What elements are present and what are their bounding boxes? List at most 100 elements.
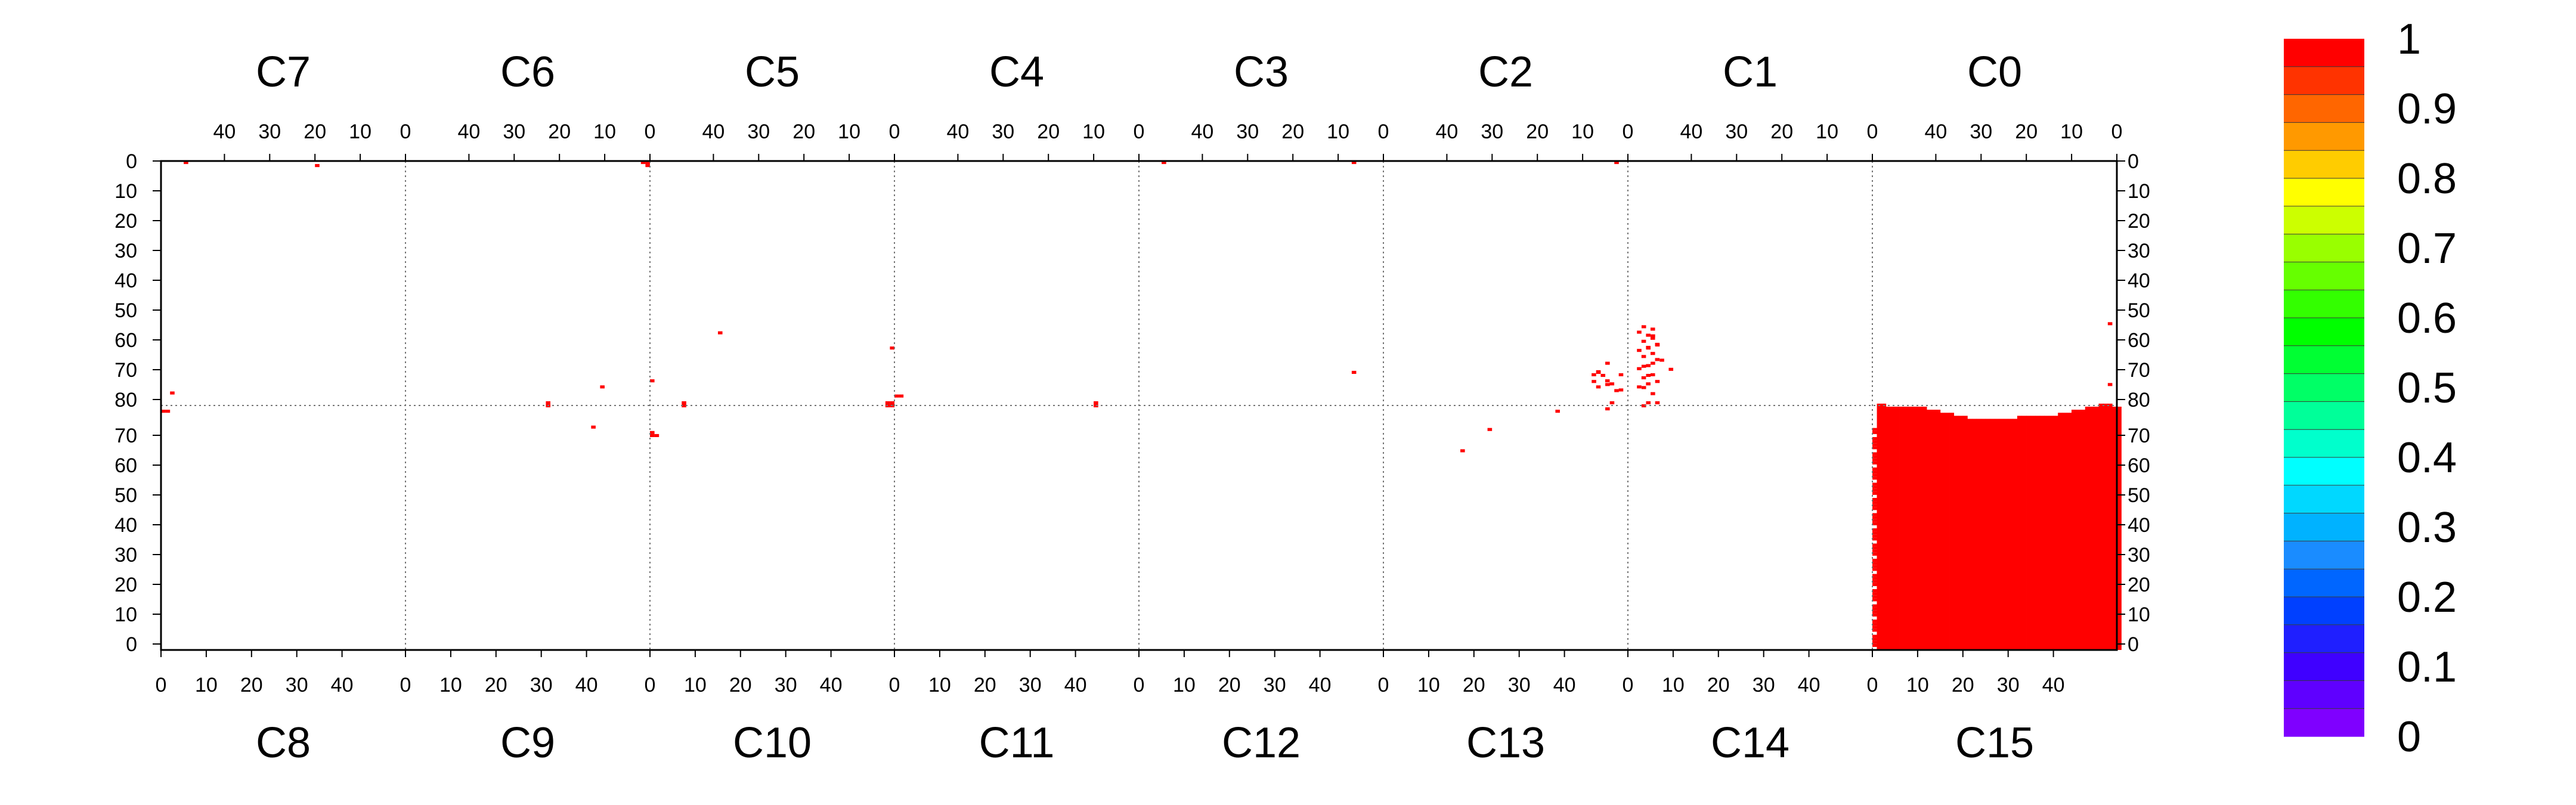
colorbar-segment <box>2284 122 2364 151</box>
top-x-tick-label: 20 <box>304 120 326 143</box>
block-column <box>1922 407 1927 650</box>
block-edge-cell <box>1877 604 1882 608</box>
bottom-x-tick-label: 20 <box>1707 674 1730 696</box>
top-x-tick-label: 30 <box>1970 120 1992 143</box>
bottom-x-tick-label: 30 <box>775 674 797 696</box>
block-column <box>1994 419 1999 650</box>
heat-cell <box>1650 327 1655 331</box>
block-column <box>2076 410 2081 650</box>
block-column <box>2035 416 2041 650</box>
heat-cell <box>1646 374 1651 377</box>
colorbar-tick-label: 0.6 <box>2397 295 2457 342</box>
heat-cell <box>650 434 655 437</box>
bottom-sector-label: C14 <box>1711 719 1789 767</box>
left-y-tick-label: 70 <box>114 359 137 382</box>
bottom-x-tick-label: 10 <box>439 674 462 696</box>
block-column <box>1940 413 1945 650</box>
block-edge-cell <box>1872 519 1877 522</box>
block-column <box>1953 416 1959 650</box>
block-column <box>2098 403 2104 650</box>
block-edge-cell <box>1877 631 1882 635</box>
block-edge-cell <box>1877 494 1882 498</box>
block-edge-cell <box>1877 531 1882 535</box>
colorbar-segment <box>2284 624 2364 654</box>
block-edge-cell <box>1877 470 1882 474</box>
heat-cell <box>1650 352 1655 355</box>
colorbar-segment <box>2284 652 2364 681</box>
bottom-x-tick-label: 0 <box>1623 674 1634 696</box>
heat-cell <box>161 410 166 413</box>
top-sector-label: C0 <box>1967 48 2022 96</box>
heat-cell <box>1646 382 1651 386</box>
left-y-tick-label: 20 <box>114 574 137 596</box>
colorbar: 0 0.1 0.2 0.3 0.4 0.5 0.6 0.7 0.8 0.9 1 <box>2284 16 2457 761</box>
colorbar-segment <box>2284 318 2364 346</box>
bottom-x-tick-label: 0 <box>1378 674 1389 696</box>
bottom-x-tick-label: 0 <box>400 674 411 696</box>
right-y-tick-label: 70 <box>2128 359 2150 382</box>
bottom-x-tick-label: 20 <box>974 674 996 696</box>
heat-cell <box>1637 385 1642 389</box>
block-edge-cell <box>1877 607 1882 611</box>
block-edge-cell <box>1872 637 1877 641</box>
block-edge-cell <box>1872 628 1877 632</box>
block-column <box>1885 407 1891 650</box>
bottom-x-tick-label: 10 <box>1662 674 1685 696</box>
heat-cell <box>1655 401 1660 404</box>
heat-cell <box>165 410 171 413</box>
heat-cell <box>1614 389 1619 392</box>
right-y-tick-label: 60 <box>2128 329 2150 352</box>
block-edge-cell <box>1877 452 1882 456</box>
block-column <box>1967 419 1973 650</box>
right-y-tick-label: 60 <box>2128 454 2150 477</box>
left-y-tick-label: 20 <box>114 210 137 233</box>
colorbar-segment <box>2284 457 2364 486</box>
top-x-tick-label: 40 <box>1435 120 1458 143</box>
bottom-x-tick-label: 40 <box>1309 674 1332 696</box>
top-x-tick-label: 20 <box>1037 120 1060 143</box>
top-x-tick-label: 10 <box>2060 120 2083 143</box>
block-edge-cell <box>1872 583 1877 586</box>
block-edge-cell <box>1872 446 1877 450</box>
block-edge-cell <box>1872 491 1877 495</box>
left-y-tick-label: 10 <box>114 603 137 626</box>
heat-cell <box>1592 380 1596 383</box>
top-sector-label: C7 <box>256 48 311 96</box>
block-edge-cell <box>1877 507 1882 510</box>
block-column <box>1913 407 1918 650</box>
heat-cell <box>645 161 650 165</box>
colorbar-segment <box>2284 569 2364 597</box>
heat-cell <box>1646 364 1651 367</box>
block-column <box>2112 407 2117 650</box>
top-x-tick-label: 20 <box>548 120 571 143</box>
heat-cell <box>1609 382 1615 386</box>
top-x-tick-label: 40 <box>1191 120 1213 143</box>
block-edge-cell <box>1877 491 1882 495</box>
block-edge-cell <box>1877 443 1882 447</box>
top-x-tick-label: 40 <box>457 120 480 143</box>
bottom-x-tick-label: 0 <box>889 674 900 696</box>
heat-cell <box>1655 380 1660 383</box>
top-x-tick-label: 10 <box>1816 120 1838 143</box>
right-y-tick-label: 70 <box>2128 425 2150 447</box>
bottom-x-tick-label: 30 <box>530 674 553 696</box>
top-x-tick-label: 20 <box>1526 120 1549 143</box>
block-edge-cell <box>1877 437 1882 441</box>
block-edge-cell <box>1877 598 1882 602</box>
block-column <box>1908 407 1914 650</box>
left-y-tick-label: 10 <box>114 180 137 203</box>
bottom-x-tick-label: 30 <box>1264 674 1286 696</box>
bottom-x-tick-label: 40 <box>820 674 843 696</box>
colorbar-segment <box>2284 345 2364 374</box>
block-column <box>1962 416 1968 650</box>
block-edge-cell <box>1877 613 1882 617</box>
bottom-x-tick-label: 30 <box>286 674 308 696</box>
right-y-tick-label: 50 <box>2128 299 2150 322</box>
heat-cell <box>1646 401 1651 404</box>
right-y-tick-label: 20 <box>2128 210 2150 233</box>
block-edge-cell <box>1872 485 1877 489</box>
heat-cell <box>1668 367 1674 371</box>
bottom-sector-label: C13 <box>1466 719 1545 767</box>
bottom-x-tick-label: 40 <box>1798 674 1820 696</box>
top-x-tick-label: 30 <box>1236 120 1259 143</box>
